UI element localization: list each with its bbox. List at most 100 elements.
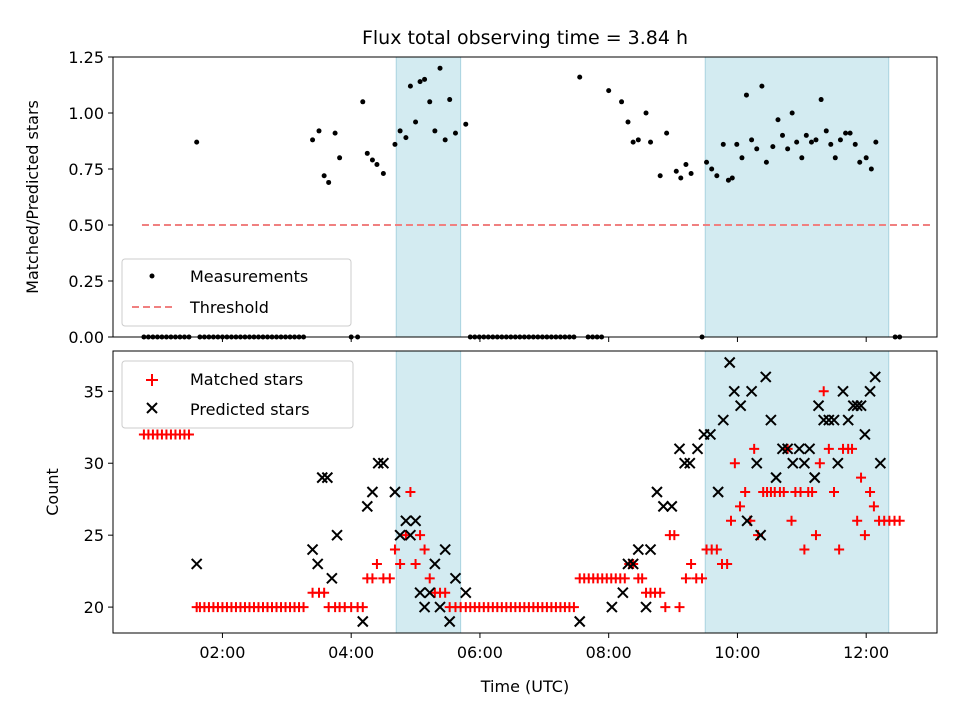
matched-star-point (740, 487, 751, 497)
measurement-point (625, 119, 631, 125)
measurement-point (310, 137, 316, 143)
predicted-star-point (828, 414, 840, 426)
predicted-star-point (657, 500, 670, 513)
predicted-star-point (754, 529, 767, 541)
matched-star-point (419, 544, 430, 555)
matched-star-point (749, 443, 760, 454)
predicted-star-point (632, 543, 645, 556)
y-tick-label: 1.00 (68, 104, 104, 123)
predicted-star-point (704, 428, 717, 441)
predicted-star-point (678, 457, 691, 469)
matched-star-point (697, 573, 708, 584)
y-tick-label: 25 (84, 526, 104, 545)
predicted-star-point (389, 486, 401, 498)
predicted-star-point (627, 558, 639, 570)
measurement-point (770, 144, 776, 150)
measurement-point (364, 150, 370, 156)
measurement-point (619, 99, 625, 105)
legend-matched-marker (146, 374, 158, 386)
predicted-star-point (400, 515, 412, 527)
top-legend: Measurements Threshold (121, 258, 352, 327)
predicted-star-point (745, 385, 758, 397)
predicted-star-point (781, 443, 794, 455)
matched-star-point (680, 573, 691, 584)
top-y-ticks: 0.00 0.25 0.50 0.75 1.00 1.25 (68, 48, 113, 347)
predicted-star-point (331, 529, 343, 541)
measurement-point (749, 137, 755, 143)
predicted-star-point (372, 457, 384, 469)
matched-star-point (619, 573, 630, 584)
measurement-point (648, 139, 654, 145)
predicted-star-point (617, 587, 629, 599)
bottom-x-ticks: 02:00 04:00 06:00 08:00 10:00 12:00 (199, 633, 889, 662)
legend-threshold-label: Threshold (189, 298, 269, 317)
measurement-point (832, 155, 838, 161)
predicted-star-point (306, 543, 319, 556)
measurement-point (789, 110, 795, 116)
bottom-y-ticks: 20 25 30 35 (84, 382, 113, 617)
measurement-point (754, 146, 760, 152)
measurement-point (577, 74, 583, 80)
measurement-point (785, 146, 791, 152)
measurement-point (799, 155, 805, 161)
measurement-point (606, 88, 612, 94)
matched-star-point (868, 501, 879, 512)
predicted-star-point (673, 443, 686, 455)
matched-star-point (637, 573, 648, 584)
predicted-star-point (817, 414, 830, 426)
measurement-point (417, 79, 423, 85)
measurement-point (823, 128, 829, 134)
measurement-point (316, 128, 322, 134)
matched-star-point (859, 530, 870, 541)
predicted-star-point (414, 587, 426, 599)
legend-measurements-label: Measurements (190, 267, 308, 286)
predicted-star-point (190, 558, 203, 570)
matched-star-point (722, 558, 733, 569)
predicted-star-point (776, 443, 789, 455)
measurement-point (734, 141, 740, 147)
predicted-star-point (404, 529, 417, 541)
matched-star-point (367, 573, 378, 584)
shaded-interval-2 (704, 56, 890, 338)
matched-star-point (865, 487, 876, 497)
matched-star-point (655, 587, 666, 598)
predicted-star-point (326, 572, 338, 585)
matched-star-point (298, 602, 309, 613)
matched-star-point (405, 487, 416, 497)
predicted-star-point (439, 543, 451, 556)
bottom-legend: Matched stars Predicted stars (121, 360, 354, 429)
predicted-star-point (717, 414, 729, 426)
predicted-star-point (418, 601, 431, 613)
measurement-point (397, 128, 403, 134)
matched-star-point (440, 587, 451, 598)
matched-star-point (568, 602, 579, 613)
predicted-star-point (312, 558, 324, 570)
measurement-point (422, 76, 428, 82)
predicted-star-point (798, 457, 811, 469)
predicted-star-point (855, 399, 867, 412)
predicted-star-point (724, 356, 736, 369)
bottom-plot-frame (112, 350, 938, 634)
y-tick-label: 1.25 (68, 48, 104, 67)
legend-matched-label: Matched stars (190, 370, 303, 389)
measurement-point (720, 141, 726, 147)
predicted-star-point (316, 471, 328, 484)
predicted-star-point (429, 558, 441, 570)
predicted-star-point (751, 457, 763, 469)
measurement-point (442, 137, 448, 143)
measurement-point (657, 173, 663, 179)
measurement-point (780, 132, 785, 138)
matched-star-point (371, 558, 382, 569)
matched-star-point (818, 386, 829, 397)
predicted-star-point (728, 385, 740, 397)
predicted-star-point (842, 414, 854, 426)
matched-star-point (669, 530, 680, 541)
measurement-point (635, 137, 641, 143)
measurement-point (739, 155, 745, 161)
matched-star-point (660, 602, 671, 613)
matched-star-point (847, 443, 858, 454)
matched-star-point (799, 544, 810, 555)
matched-star-point (814, 458, 825, 469)
predicted-star-point (409, 515, 422, 527)
